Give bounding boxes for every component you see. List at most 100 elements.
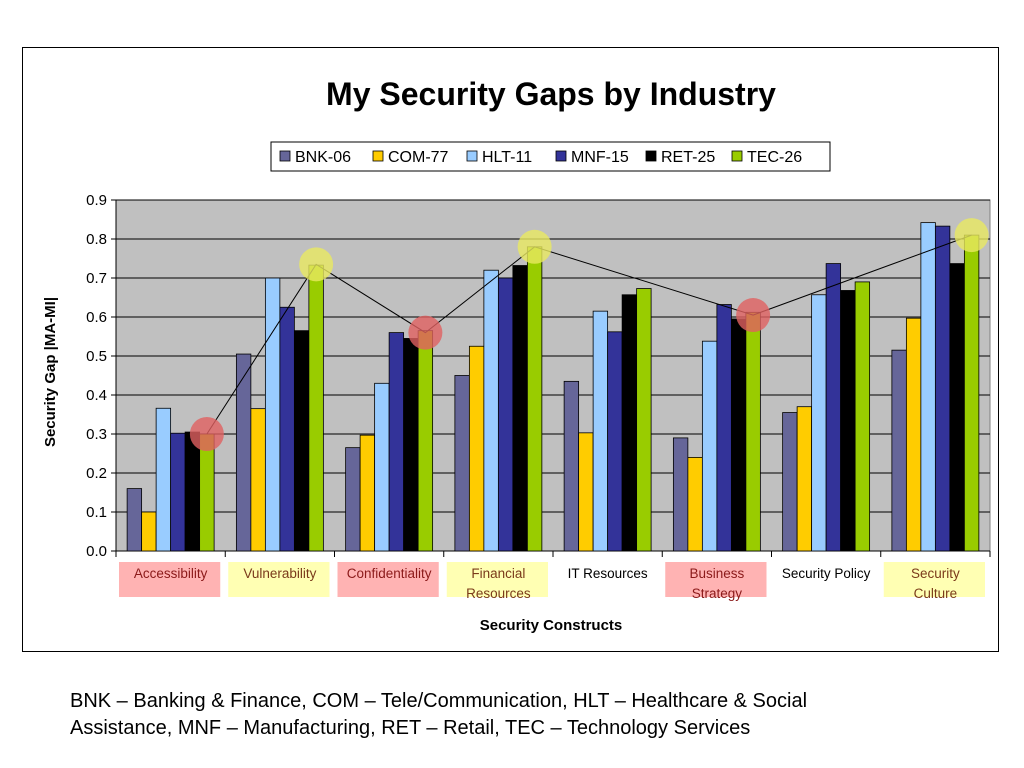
bar-HLT-11: [811, 294, 827, 552]
bar-BNK-06: [126, 488, 143, 552]
bar-RET-25: [512, 265, 528, 552]
y-tick-label: 0.6: [86, 309, 107, 326]
x-tick-label-line: Vulnerability: [243, 566, 316, 581]
bar-MNF-15: [388, 332, 405, 552]
bar-BNK-06: [672, 437, 689, 552]
category-highlight: [337, 562, 439, 597]
category-highlight: [883, 562, 985, 597]
x-tick-label-line: Financial: [471, 566, 525, 581]
bar-MNF-15: [607, 331, 623, 552]
bar-BNK-06: [891, 349, 907, 552]
bar-HLT-11: [701, 340, 718, 552]
y-tick-label: 0.3: [86, 426, 107, 443]
category-highlight: [119, 562, 221, 597]
legend-swatch: [555, 150, 567, 162]
y-tick-label: 0.0: [86, 543, 107, 560]
bar-COM-77: [468, 345, 485, 552]
y-axis-label: Security Gap |MA-MI|: [42, 297, 59, 447]
legend-label: TEC-26: [747, 149, 802, 166]
x-tick-label: Business Strategy: [689, 566, 744, 601]
legend-label: BNK-06: [295, 149, 351, 166]
x-axis-label: Security Constructs: [480, 617, 623, 634]
bar-HLT-11: [920, 222, 936, 552]
legend-swatch: [279, 150, 291, 162]
bar-BNK-06: [782, 412, 798, 552]
bar-TEC-26: [854, 281, 871, 552]
marker-red: [189, 417, 224, 451]
trend-line: [206, 234, 972, 435]
bar-RET-25: [184, 431, 201, 552]
legend-swatch: [372, 150, 384, 162]
x-tick-label-line: Security: [911, 566, 960, 581]
legend-label: MNF-15: [571, 149, 629, 166]
bar-TEC-26: [199, 433, 215, 552]
legend-swatch: [731, 150, 743, 162]
x-tick-label: Security Culture: [911, 566, 960, 601]
y-tick-label: 0.1: [86, 504, 107, 521]
x-tick-label-line: Accessibility: [134, 566, 208, 581]
bar-RET-25: [840, 290, 856, 552]
x-tick-label-line: Strategy: [692, 586, 743, 601]
legend-label: HLT-11: [482, 149, 532, 166]
bar-RET-25: [293, 330, 310, 552]
legend-swatch: [466, 150, 478, 162]
bar-COM-77: [578, 432, 594, 552]
x-tick-label-line: Culture: [914, 586, 958, 601]
x-tick-label-line: Security Policy: [782, 566, 871, 581]
bar-MNF-15: [279, 306, 295, 552]
bar-COM-77: [359, 434, 376, 552]
bar-HLT-11: [374, 382, 390, 552]
bar-MNF-15: [716, 304, 732, 552]
marker-red: [736, 298, 771, 333]
y-tick-label: 0.4: [86, 387, 107, 404]
bar-BNK-06: [345, 447, 361, 552]
x-tick-label: Security Policy: [782, 566, 871, 581]
bar-RET-25: [949, 263, 965, 552]
bar-TEC-26: [963, 234, 980, 552]
bar-MNF-15: [934, 225, 951, 552]
plot-area: 0.0 0.1 0.2 0.3 0.4 0.5 0.6 0.7 0.8 0.9 Accessibil…: [86, 192, 991, 601]
y-tick-label: 0.9: [86, 192, 107, 209]
bar-HLT-11: [264, 277, 281, 552]
y-tick-label: 0.2: [86, 465, 107, 482]
bar-BNK-06: [454, 375, 470, 552]
legend-label: COM-77: [388, 149, 449, 166]
category-highlight: [446, 562, 548, 597]
bar-TEC-26: [526, 246, 543, 552]
x-tick-label: Vulnerability: [243, 566, 316, 581]
y-tick-label: 0.5: [86, 348, 107, 365]
bar-HLT-11: [155, 407, 172, 552]
bar-TEC-26: [417, 330, 434, 552]
legend-label: RET-25: [661, 149, 715, 166]
bar-MNF-15: [497, 277, 514, 552]
legend-swatch: [645, 150, 657, 162]
y-tick-label: 0.8: [86, 231, 107, 248]
category-highlight: [665, 562, 767, 597]
category-highlight: [228, 562, 330, 597]
bar-TEC-26: [308, 264, 324, 552]
bar-MNF-15: [170, 432, 186, 552]
bar-COM-77: [687, 456, 703, 552]
marker-yellow: [954, 218, 989, 253]
x-tick-label-line: Confidentiality: [347, 566, 432, 581]
x-tick-label: Financial Resources: [466, 566, 531, 601]
bar-BNK-06: [235, 353, 252, 552]
footnote: BNK – Banking & Finance, COM – Tele/Comm…: [70, 688, 970, 742]
legend: BNK-06 COM-77 HLT-11 MNF-15 RET-25 TEC-26: [270, 141, 831, 172]
bar-HLT-11: [592, 310, 609, 552]
x-tick-label-line: Resources: [466, 586, 531, 601]
x-tick-label: Accessibility: [134, 566, 208, 581]
x-tick-label: Confidentiality: [347, 566, 432, 581]
bar-BNK-06: [563, 380, 580, 552]
x-tick-label-line: Business: [689, 566, 744, 581]
bar-TEC-26: [745, 311, 761, 552]
marker-red: [408, 315, 443, 350]
bar-COM-77: [796, 406, 813, 552]
bar-RET-25: [730, 318, 747, 552]
marker-yellow: [299, 247, 334, 282]
bar-COM-77: [905, 317, 922, 552]
bar-COM-77: [141, 511, 157, 552]
bar-COM-77: [250, 408, 266, 552]
x-tick-label-line: IT Resources: [568, 566, 648, 581]
